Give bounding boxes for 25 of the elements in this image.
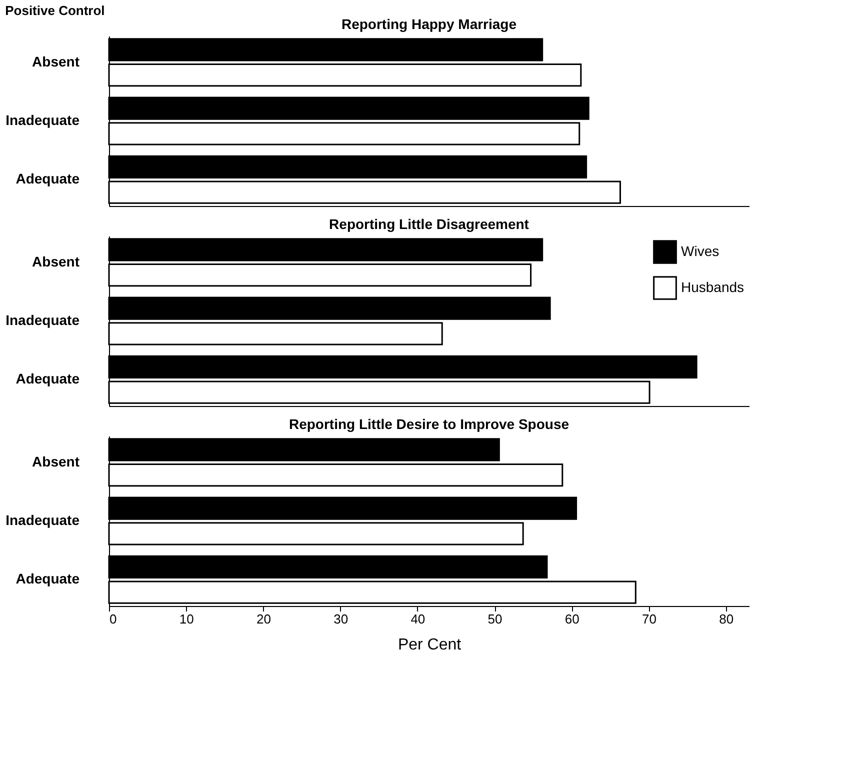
y-tick-label: Inadequate <box>6 112 80 128</box>
y-tick-label: Adequate <box>16 370 80 387</box>
y-tick-label: Adequate <box>16 170 80 187</box>
x-tick-label: 10 <box>179 612 194 626</box>
legend-label: Husbands <box>681 279 744 295</box>
y-tick-label: Adequate <box>16 570 80 587</box>
y-tick-label: Inadequate <box>6 312 80 328</box>
text: Positive Control <box>5 3 105 18</box>
x-tick-label: 30 <box>334 612 348 626</box>
legend-label: Wives <box>681 243 720 259</box>
x-tick-label: 20 <box>256 612 271 626</box>
x-tick-label: 60 <box>564 612 580 626</box>
y-tick-label: Absent <box>32 53 80 70</box>
x-axis-title: Per Cent <box>398 636 462 654</box>
x-tick-label: 80 <box>719 612 734 626</box>
y-tick-label: Absent <box>32 453 80 470</box>
x-tick-label: 0 <box>110 612 117 626</box>
y-tick-label: Absent <box>32 253 80 270</box>
x-tick-label: 70 <box>642 612 656 626</box>
chart-title: Reporting Little Desire to Improve Spouse <box>288 416 570 432</box>
x-tick-label: 50 <box>488 612 502 626</box>
y-tick-label: Inadequate <box>6 512 80 528</box>
chart-title: Reporting Happy Marriage <box>341 16 517 32</box>
chart-title: Reporting Little Disagreement <box>329 216 530 232</box>
x-tick-label: 40 <box>410 612 426 626</box>
